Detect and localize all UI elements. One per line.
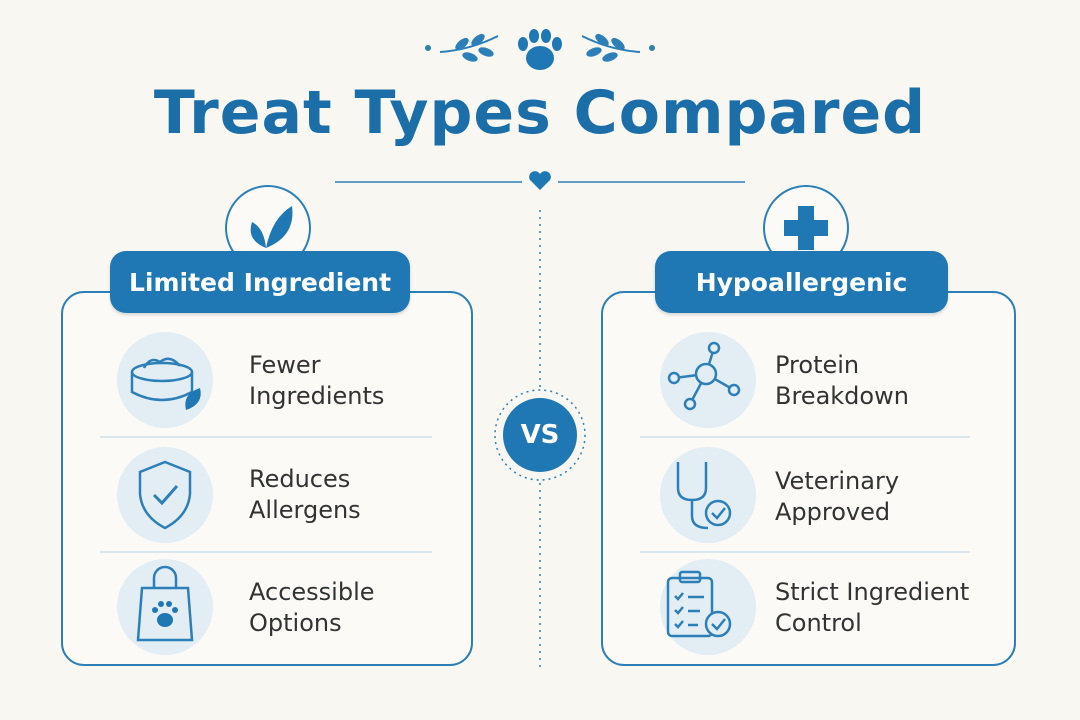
vs-badge: VS: [503, 398, 577, 472]
check-badge: [704, 610, 732, 638]
item-label: Reduces Allergens: [249, 465, 361, 524]
shield-icon: [138, 460, 192, 530]
paw-icon: [518, 29, 562, 70]
bowl-icon: [130, 357, 194, 402]
check-icon: [711, 618, 726, 631]
item-label: Veterinary Approved: [775, 467, 900, 526]
clipboard-icon: [666, 570, 714, 638]
item-label: Protein Breakdown: [775, 351, 909, 410]
stethoscope-icon: [676, 462, 709, 530]
item-icon: [660, 559, 756, 655]
item-label: Fewer Ingredients: [249, 351, 385, 410]
check-badge: [704, 499, 732, 527]
leaf-sprigs: [425, 33, 655, 62]
item-label: Strict Ingredient Control: [775, 578, 970, 637]
bag-icon: [136, 565, 194, 642]
item-label: Accessible Options: [249, 578, 375, 637]
panel-title: Limited Ingredient: [110, 251, 410, 313]
title: Treat Types Compared: [153, 78, 927, 148]
panel-title: Hypoallergenic: [655, 251, 948, 313]
item-icon: [117, 559, 213, 655]
molecule-icon: [667, 341, 741, 411]
leaf-icon: [185, 388, 201, 410]
cross-icon: [784, 206, 828, 250]
check-icon: [711, 507, 726, 520]
check-icon: [152, 485, 179, 506]
leaf-icon: [250, 206, 293, 248]
item-icon: [660, 447, 756, 543]
heart-icon: [529, 171, 551, 190]
paw-icon: [152, 601, 178, 627]
